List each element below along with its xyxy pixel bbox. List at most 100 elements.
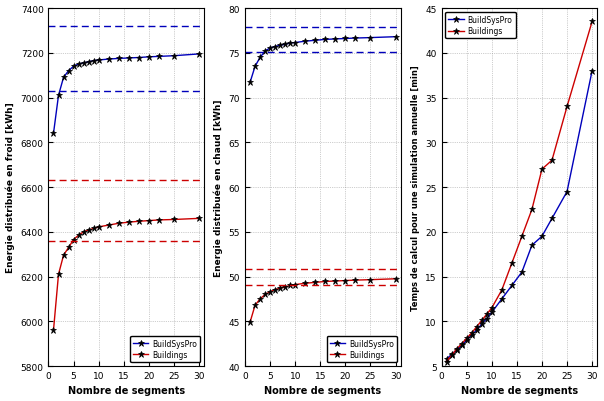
Buildings <box>95 225 102 230</box>
BuildSysPro <box>286 41 294 46</box>
BuildSysPro <box>548 217 556 221</box>
Buildings <box>257 297 264 302</box>
BuildSysPro <box>588 69 596 74</box>
Line: Buildings: Buildings <box>443 19 596 365</box>
Buildings <box>588 20 596 25</box>
Buildings <box>463 336 471 341</box>
BuildSysPro <box>262 49 269 54</box>
BuildSysPro <box>170 54 178 59</box>
BuildSysPro <box>281 43 289 48</box>
Buildings <box>473 324 480 329</box>
Buildings <box>286 284 294 288</box>
Buildings <box>246 320 254 325</box>
Buildings <box>538 167 545 172</box>
BuildSysPro <box>473 328 480 333</box>
Buildings <box>448 353 455 358</box>
BuildSysPro <box>312 39 319 44</box>
Buildings <box>155 218 162 223</box>
BuildSysPro <box>266 47 274 51</box>
Buildings <box>478 318 486 323</box>
BuildSysPro <box>342 37 349 42</box>
Buildings <box>352 278 359 283</box>
Buildings <box>518 234 525 239</box>
Buildings <box>468 331 475 336</box>
BuildSysPro <box>65 69 72 74</box>
Buildings <box>80 230 87 235</box>
BuildSysPro <box>251 65 259 69</box>
Buildings <box>65 245 72 250</box>
BuildSysPro <box>105 57 112 62</box>
BuildSysPro <box>60 76 67 81</box>
BuildSysPro <box>367 36 374 41</box>
Buildings <box>50 328 57 333</box>
Y-axis label: Energie distribuée en froid [kWh]: Energie distribuée en froid [kWh] <box>5 102 15 273</box>
Buildings <box>70 238 77 243</box>
Buildings <box>322 279 329 284</box>
BuildSysPro <box>155 55 162 60</box>
Buildings <box>135 219 143 224</box>
Buildings <box>453 347 460 352</box>
BuildSysPro <box>115 57 123 62</box>
X-axis label: Nombre de segments: Nombre de segments <box>461 385 578 395</box>
Buildings <box>342 278 349 283</box>
BuildSysPro <box>352 36 359 41</box>
Buildings <box>85 228 92 233</box>
Buildings <box>281 285 289 290</box>
BuildSysPro <box>564 190 571 194</box>
Buildings <box>145 219 152 223</box>
BuildSysPro <box>95 59 102 63</box>
BuildSysPro <box>125 57 132 61</box>
BuildSysPro <box>246 81 254 85</box>
Buildings <box>498 288 506 293</box>
BuildSysPro <box>392 35 399 40</box>
Buildings <box>195 217 202 221</box>
BuildSysPro <box>85 60 92 65</box>
Buildings <box>528 207 536 212</box>
Buildings <box>443 359 450 364</box>
BuildSysPro <box>55 94 62 99</box>
Buildings <box>367 277 374 282</box>
Buildings <box>508 261 515 266</box>
BuildSysPro <box>301 40 309 45</box>
BuildSysPro <box>458 343 465 348</box>
BuildSysPro <box>50 132 57 136</box>
BuildSysPro <box>518 270 525 275</box>
X-axis label: Nombre de segments: Nombre de segments <box>68 385 185 395</box>
Buildings <box>272 288 279 292</box>
BuildSysPro <box>488 310 495 315</box>
Buildings <box>301 281 309 286</box>
Buildings <box>332 279 339 284</box>
Buildings <box>251 303 259 308</box>
Buildings <box>392 277 399 282</box>
BuildSysPro <box>75 63 82 67</box>
BuildSysPro <box>322 38 329 43</box>
Legend: BuildSysPro, Buildings: BuildSysPro, Buildings <box>445 13 516 39</box>
Buildings <box>483 312 490 317</box>
Buildings <box>277 286 284 291</box>
BuildSysPro <box>135 56 143 61</box>
Buildings <box>262 292 269 297</box>
Buildings <box>60 253 67 258</box>
Line: BuildSysPro: BuildSysPro <box>50 52 202 137</box>
Buildings <box>488 306 495 310</box>
BuildSysPro <box>443 356 450 361</box>
BuildSysPro <box>538 234 545 239</box>
Buildings <box>564 105 571 109</box>
BuildSysPro <box>277 44 284 49</box>
BuildSysPro <box>332 37 339 42</box>
BuildSysPro <box>528 243 536 248</box>
Buildings <box>170 217 178 222</box>
Buildings <box>55 272 62 277</box>
Line: BuildSysPro: BuildSysPro <box>443 69 596 362</box>
Y-axis label: Energie distribuée en chaud [kWh]: Energie distribuée en chaud [kWh] <box>214 99 223 276</box>
Line: Buildings: Buildings <box>247 276 399 326</box>
BuildSysPro <box>80 61 87 66</box>
Buildings <box>548 158 556 163</box>
BuildSysPro <box>145 55 152 60</box>
BuildSysPro <box>453 348 460 352</box>
X-axis label: Nombre de segments: Nombre de segments <box>264 385 381 395</box>
Buildings <box>266 290 274 294</box>
BuildSysPro <box>70 65 77 69</box>
Line: BuildSysPro: BuildSysPro <box>247 34 399 86</box>
Legend: BuildSysPro, Buildings: BuildSysPro, Buildings <box>327 336 397 363</box>
